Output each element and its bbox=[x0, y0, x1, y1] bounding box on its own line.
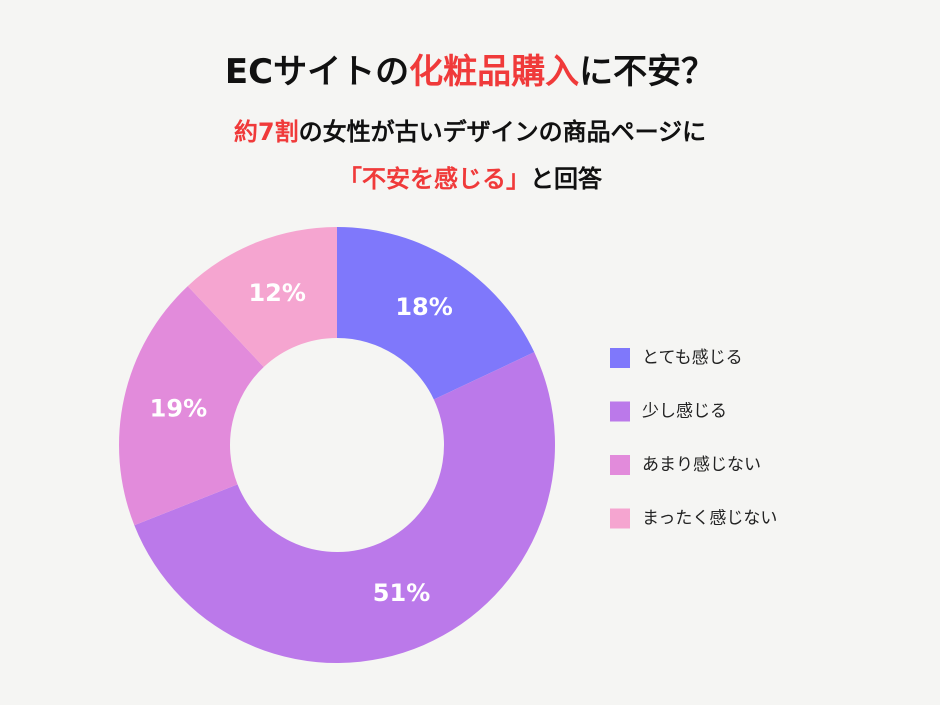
donut-segment bbox=[187, 227, 337, 368]
chart-subtitle: 約7割の女性が古いデザインの商品ページに bbox=[234, 118, 706, 146]
value-label: 51% bbox=[373, 579, 430, 607]
text-part: 約7割 bbox=[234, 118, 299, 146]
legend-label: あまり感じない bbox=[642, 455, 761, 475]
value-label: 12% bbox=[248, 279, 305, 307]
donut-segment bbox=[337, 227, 535, 400]
value-label: 18% bbox=[395, 293, 452, 321]
legend-swatch bbox=[610, 508, 630, 529]
donut-segment bbox=[119, 286, 264, 526]
legend-label: とても感じる bbox=[642, 348, 743, 368]
text-part: に不安？ bbox=[579, 52, 715, 92]
legend-swatch bbox=[610, 401, 630, 422]
text-part: 「不安を感じる」 bbox=[338, 165, 530, 193]
donut-segment bbox=[134, 352, 556, 664]
text-part: 化粧品購入 bbox=[409, 52, 579, 92]
text-part: ECサイトの bbox=[225, 52, 409, 92]
legend-label: 少し感じる bbox=[642, 402, 727, 422]
chart-subtitle: 「不安を感じる」と回答 bbox=[338, 165, 603, 193]
value-label: 19% bbox=[150, 395, 207, 423]
legend-label: まったく感じない bbox=[642, 509, 777, 529]
text-part: と回答 bbox=[530, 165, 603, 193]
chart-title: ECサイトの化粧品購入に不安？ bbox=[225, 52, 715, 92]
legend-swatch bbox=[610, 455, 630, 475]
legend-swatch bbox=[610, 348, 630, 368]
text-part: の女性が古いデザインの商品ページに bbox=[299, 118, 707, 146]
